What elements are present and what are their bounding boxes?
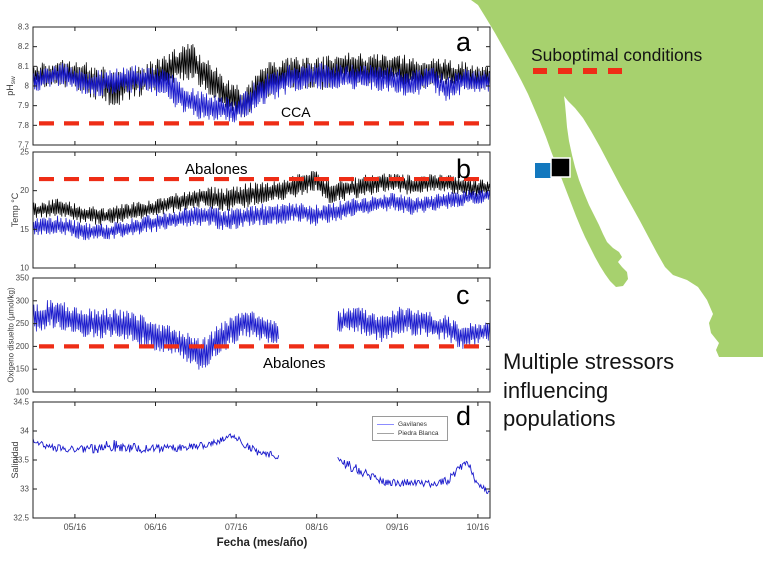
ytick-label: 8.3 — [18, 23, 30, 32]
xtick-label: 05/16 — [64, 522, 87, 532]
panel-letter-c: c — [456, 280, 470, 310]
ytick-label: 8.1 — [18, 62, 30, 71]
legend-entry-gavilanes: Gavilanes — [377, 420, 443, 429]
ytick-label: 7.8 — [18, 121, 30, 130]
ytick-label: 15 — [20, 225, 29, 234]
panel-c: 100 150 200 250 300 350 — [16, 274, 491, 397]
panel-frame-c — [32, 277, 491, 393]
legend-line-gavilanes — [377, 424, 394, 425]
land-shape — [471, 0, 763, 357]
panel-letter-b: b — [456, 154, 472, 184]
panel-b: 10 15 20 25 — [20, 148, 491, 273]
xtick-label: 08/16 — [305, 522, 328, 532]
series-gavilanes — [32, 299, 279, 370]
ytick-label: 8 — [25, 82, 30, 91]
legend-label-piedra-blanca: Piedra Blanca — [398, 430, 439, 437]
ytick-label: 33 — [20, 485, 29, 494]
xaxis-label: Fecha (mes/año) — [216, 537, 308, 549]
series-gavilanes — [32, 189, 491, 241]
map-caption: Multiple stressors influencing populatio… — [503, 349, 675, 432]
series-gavilanes — [337, 306, 491, 349]
panel-a: 7.7 7.8 7.9 8 8.1 8.2 8.3 — [18, 23, 491, 150]
panel-d: 32.5 33 33.5 34 34.5 05/16 06/16 07/16 08/16 09/1… — [13, 398, 491, 532]
ytick-label: 33.5 — [13, 456, 29, 465]
panel-letter-d: d — [456, 401, 472, 431]
ytick-label: 300 — [16, 296, 30, 305]
ytick-label: 34 — [20, 427, 29, 436]
series-gavilanes — [337, 457, 490, 495]
ytick-label: 350 — [16, 274, 30, 283]
ytick-label: 7.9 — [18, 101, 30, 110]
annotation-abalones-oxygen: Abalones — [263, 355, 326, 372]
annotation-cca: CCA — [281, 104, 311, 120]
series-gavilanes — [32, 433, 280, 460]
ytick-label: 100 — [16, 388, 30, 397]
legend-label-gavilanes: Gavilanes — [398, 421, 427, 428]
series-gavilanes — [32, 63, 491, 123]
panel-letter-a: a — [456, 27, 472, 57]
xtick-label: 10/16 — [467, 522, 490, 532]
site-marker-piedra-blanca — [550, 157, 571, 178]
ytick-label: 7.7 — [18, 141, 30, 150]
ytick-label: 34.5 — [13, 398, 29, 407]
site-marker-gavilanes — [533, 161, 553, 180]
panel-frame-b — [32, 151, 491, 269]
ytick-label: 200 — [16, 342, 30, 351]
ytick-label: 32.5 — [13, 514, 29, 523]
series-piedra-blanca — [32, 170, 491, 226]
ytick-label: 25 — [20, 148, 29, 157]
ytick-label: 250 — [16, 319, 30, 328]
xtick-label: 06/16 — [144, 522, 167, 532]
xtick-label: 07/16 — [225, 522, 248, 532]
legend-entry-piedra-blanca: Piedra Blanca — [377, 429, 443, 438]
ytick-label: 20 — [20, 186, 29, 195]
legend: Gavilanes Piedra Blanca — [372, 416, 448, 441]
annotation-abalones-temp: Abalones — [185, 161, 248, 178]
ytick-label: 8.2 — [18, 42, 30, 51]
ytick-label: 150 — [16, 365, 30, 374]
xtick-label: 09/16 — [386, 522, 409, 532]
map-title-suboptimal: Suboptimal conditions — [531, 45, 703, 65]
ytick-label: 10 — [20, 264, 29, 273]
legend-line-piedra-blanca — [377, 433, 394, 434]
